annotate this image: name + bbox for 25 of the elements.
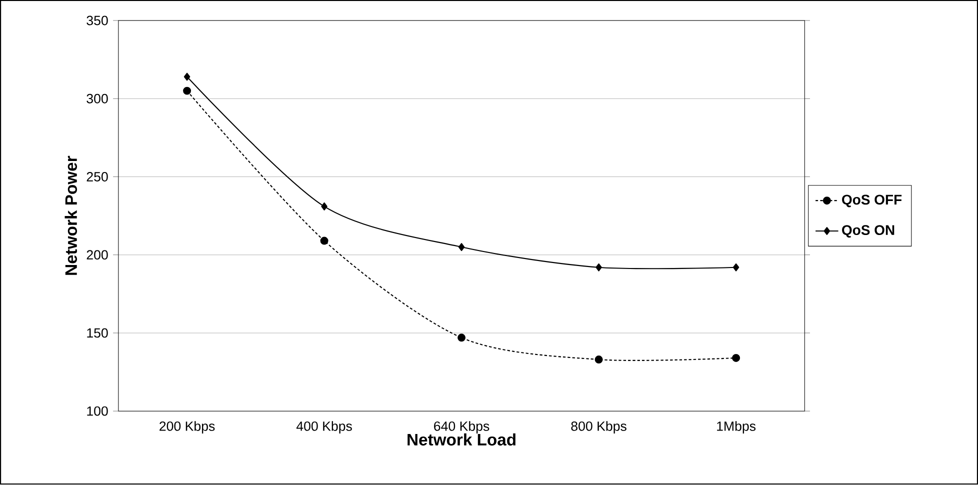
x-tick-label: 640 Kbps (434, 421, 490, 434)
point (732, 354, 740, 362)
point (184, 72, 190, 81)
y-axis-title: Network Power (64, 156, 78, 276)
point (458, 334, 466, 342)
legend-label: QoS ON (842, 225, 894, 238)
point (320, 237, 328, 246)
y-tick-label: 300 (86, 94, 108, 104)
x-tick-label: 1Mbps (717, 421, 756, 434)
y-tick-label: 250 (86, 172, 108, 182)
point (594, 356, 603, 364)
point (596, 264, 602, 272)
x-tick-label: 400 Kbps (296, 421, 352, 434)
legend-label: QoS OFF (842, 194, 902, 208)
y-tick-label: 150 (87, 328, 108, 338)
y-tick-label: 350 (86, 16, 108, 26)
y-tick-label: 200 (86, 250, 108, 260)
x-tick-label: 200 Kbps (160, 421, 215, 434)
x-axis-title: Network Load (408, 434, 516, 446)
point (321, 202, 328, 211)
y-tick-label: 100 (87, 406, 108, 416)
point (458, 243, 465, 252)
point (732, 264, 740, 272)
x-tick-label: 800 Kbps (571, 421, 626, 434)
point (183, 87, 192, 96)
